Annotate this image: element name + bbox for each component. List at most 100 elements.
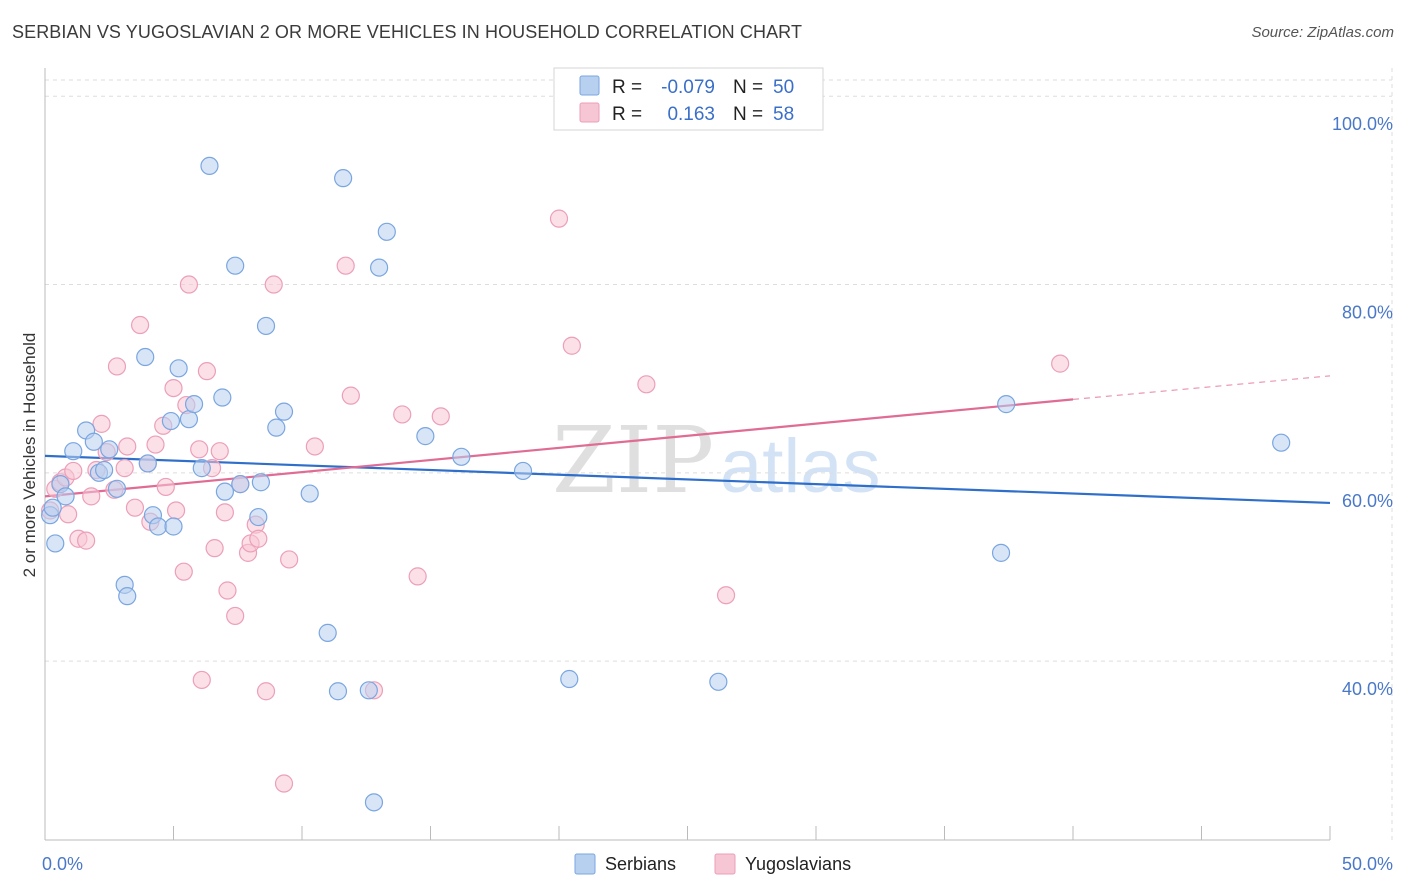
x-tick-labels: 0.0% 50.0% (42, 854, 1393, 874)
correlation-legend: R = -0.079 N = 50 R = 0.163 N = 58 (553, 67, 824, 131)
serbians-point (200, 156, 219, 176)
series-legend: Serbians Yugoslavians (574, 853, 851, 875)
legend-r-value-yugoslavians: 0.163 (667, 104, 715, 125)
yugoslavians-point (280, 550, 299, 569)
legend-swatch-yugoslavians (579, 102, 600, 123)
serbians-point (46, 534, 65, 553)
serbians-point (215, 482, 234, 501)
yugoslavians-point (549, 209, 569, 228)
serbians-point (513, 461, 533, 481)
serbians-point (300, 484, 319, 503)
bottom-legend-label-yugoslavians: Yugoslavians (745, 854, 851, 874)
serbians-point (274, 402, 294, 421)
yugoslavians-point (125, 498, 145, 517)
yugoslavians-point (210, 442, 229, 461)
yugoslavians-point (716, 586, 736, 605)
serbians-point (100, 440, 119, 459)
yugoslavians-point (205, 539, 224, 558)
serbians-point (416, 427, 435, 446)
serbians-point (560, 669, 579, 689)
legend-n-label-yugoslavians: N = (733, 104, 763, 125)
yugoslavians-point (256, 682, 276, 701)
x-tick-label: 0.0% (42, 854, 83, 874)
source-credit: Source: ZipAtlas.com (1251, 24, 1394, 41)
yugoslavians-point (192, 670, 211, 690)
serbians-point (161, 411, 181, 431)
serbians-point (164, 517, 183, 536)
yugoslavians-point (64, 461, 83, 481)
bottom-legend-swatch-yugoslavians (714, 853, 736, 875)
yugoslavians-point (408, 567, 427, 586)
y-axis-label: 2 or more Vehicles in Household (20, 333, 39, 578)
grid-lines (45, 68, 1393, 840)
yugoslavians-point (197, 362, 217, 381)
serbians-point (377, 222, 396, 241)
yugoslavians-point (264, 275, 283, 294)
serbians-point (991, 543, 1011, 562)
chart-title: SERBIAN VS YUGOSLAVIAN 2 OR MORE VEHICLE… (12, 22, 803, 42)
serbians-point (56, 487, 75, 506)
yugoslavians-point (431, 407, 450, 426)
yugoslavians-point (59, 505, 78, 524)
serbians-point (184, 395, 204, 414)
serbians-point (64, 442, 83, 461)
serbians-trend-line (44, 454, 1331, 505)
yugoslavians-point (77, 531, 96, 550)
serbians-point (328, 682, 348, 701)
serbians-points (41, 156, 1291, 812)
serbians-point (43, 498, 62, 517)
yugoslavians-point (107, 357, 127, 376)
legend-n-value-yugoslavians: 58 (773, 104, 794, 125)
y-tick-label: 40.0% (1342, 679, 1393, 699)
serbians-point (709, 672, 728, 691)
yugoslavians-point (174, 562, 193, 581)
legend-r-label-yugoslavians: R = (612, 104, 642, 125)
yugoslavians-trend-line (44, 398, 1074, 498)
serbians-point (192, 459, 211, 478)
y-tick-labels: 40.0% 60.0% 80.0% 100.0% (1332, 114, 1393, 699)
legend-n-value-serbians: 50 (773, 77, 794, 98)
serbians-point (334, 169, 353, 188)
serbians-point (107, 479, 127, 498)
yugoslavians-point (190, 440, 209, 459)
serbians-point (136, 347, 155, 367)
serbians-point (267, 418, 286, 437)
serbians-point (118, 587, 137, 606)
serbians-point (179, 410, 199, 429)
yugoslavians-point (146, 435, 165, 454)
serbians-point (231, 475, 250, 494)
serbians-point (370, 258, 389, 277)
serbians-point (251, 473, 270, 492)
yugoslavians-point (1051, 354, 1070, 373)
yugoslavians-point (179, 275, 199, 294)
yugoslavians-point (130, 315, 150, 335)
yugoslavians-point (336, 256, 355, 275)
legend-swatch-serbians (579, 75, 600, 96)
serbians-point (138, 454, 157, 473)
axes (44, 68, 1331, 841)
yugoslavians-point (249, 529, 268, 548)
serbians-point (148, 517, 168, 536)
serbians-point (997, 395, 1016, 414)
yugoslavians-point (215, 503, 234, 522)
y-tick-label: 60.0% (1342, 491, 1393, 511)
yugoslavians-points (41, 209, 1070, 793)
serbians-point (1272, 433, 1291, 452)
serbians-point (169, 359, 188, 378)
yugoslavians-point (82, 487, 101, 506)
bottom-legend-label-serbians: Serbians (605, 854, 676, 874)
yugoslavians-point (226, 606, 245, 626)
serbians-point (84, 432, 103, 451)
serbians-point (452, 447, 471, 466)
yugoslavians-trend-extension (1072, 375, 1331, 400)
yugoslavians-point (341, 386, 360, 405)
watermark: ZIP atlas (552, 407, 881, 514)
watermark-zip: ZIP (552, 407, 714, 514)
yugoslavians-point (637, 375, 656, 394)
watermark-atlas: atlas (720, 424, 881, 509)
yugoslavians-point (305, 437, 324, 456)
legend-n-label-serbians: N = (733, 77, 763, 98)
legend-r-label-serbians: R = (612, 77, 642, 98)
serbians-point (249, 507, 268, 527)
